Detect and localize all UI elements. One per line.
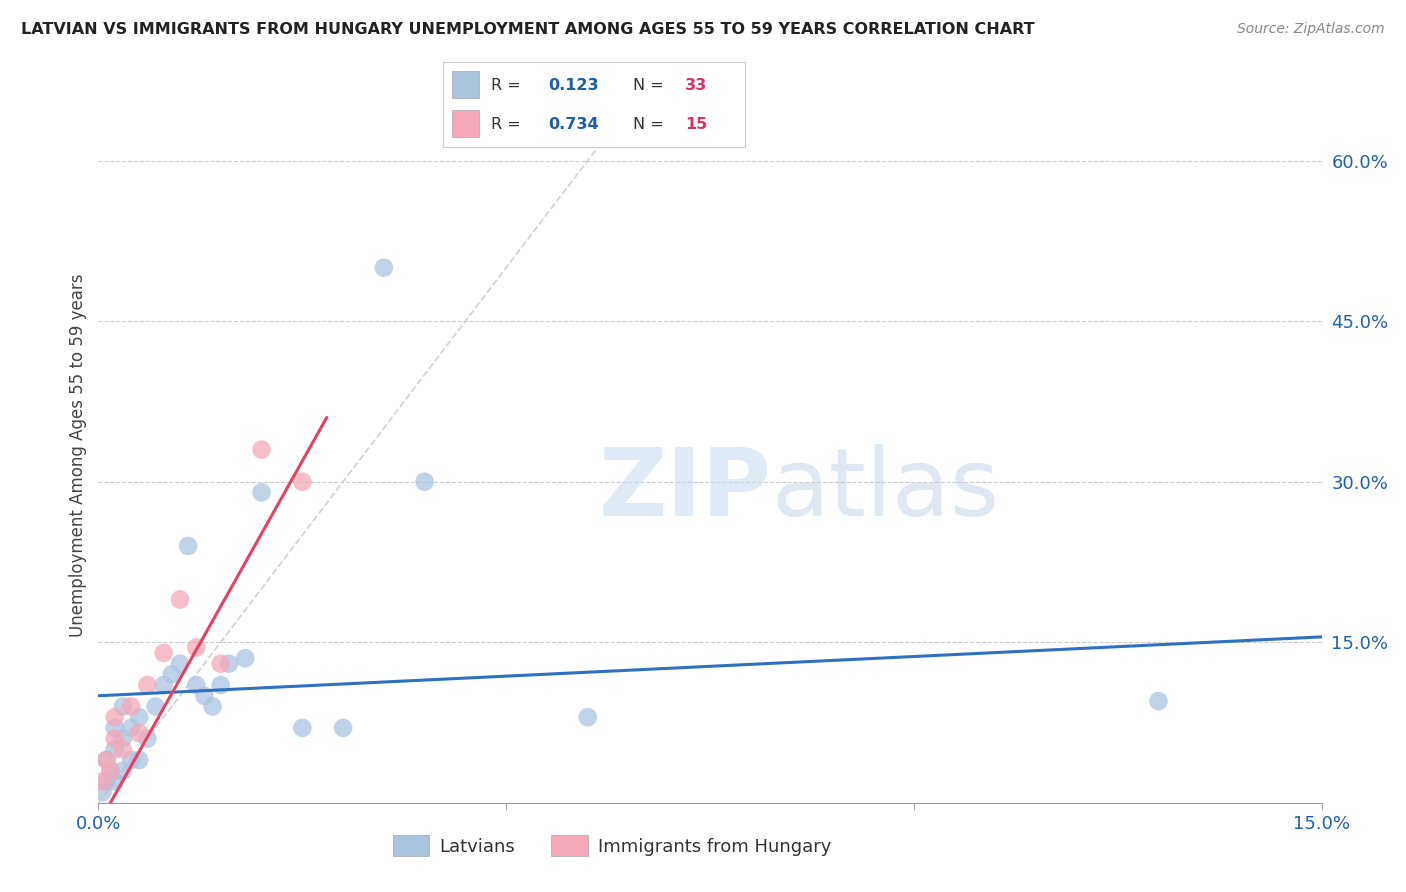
- Point: [104, 742, 127, 756]
- Point: [186, 678, 208, 692]
- Point: [250, 442, 273, 457]
- Point: [96, 753, 118, 767]
- Point: [291, 475, 314, 489]
- Text: Source: ZipAtlas.com: Source: ZipAtlas.com: [1237, 22, 1385, 37]
- Point: [169, 657, 191, 671]
- Point: [111, 731, 134, 746]
- Point: [186, 640, 208, 655]
- Point: [160, 667, 183, 681]
- Point: [1147, 694, 1170, 708]
- Point: [104, 774, 127, 789]
- Text: atlas: atlas: [772, 443, 1000, 536]
- Point: [193, 689, 215, 703]
- Y-axis label: Unemployment Among Ages 55 to 59 years: Unemployment Among Ages 55 to 59 years: [69, 273, 87, 637]
- Point: [104, 731, 127, 746]
- Point: [201, 699, 224, 714]
- Point: [104, 721, 127, 735]
- Point: [120, 753, 142, 767]
- Point: [96, 753, 118, 767]
- Text: 33: 33: [685, 78, 707, 93]
- Point: [169, 592, 191, 607]
- Point: [100, 764, 122, 778]
- Point: [177, 539, 200, 553]
- Point: [233, 651, 256, 665]
- Point: [91, 785, 114, 799]
- Point: [152, 678, 174, 692]
- Text: LATVIAN VS IMMIGRANTS FROM HUNGARY UNEMPLOYMENT AMONG AGES 55 TO 59 YEARS CORREL: LATVIAN VS IMMIGRANTS FROM HUNGARY UNEMP…: [21, 22, 1035, 37]
- Text: N =: N =: [633, 117, 669, 132]
- Point: [209, 657, 232, 671]
- Point: [136, 731, 159, 746]
- Point: [152, 646, 174, 660]
- FancyBboxPatch shape: [451, 110, 479, 137]
- Point: [96, 774, 118, 789]
- Point: [332, 721, 354, 735]
- Point: [373, 260, 395, 275]
- Point: [104, 710, 127, 724]
- Point: [128, 753, 150, 767]
- Point: [250, 485, 273, 500]
- Text: N =: N =: [633, 78, 669, 93]
- Point: [136, 678, 159, 692]
- Point: [218, 657, 240, 671]
- Text: ZIP: ZIP: [599, 443, 772, 536]
- Point: [120, 721, 142, 735]
- Point: [128, 726, 150, 740]
- Point: [291, 721, 314, 735]
- Point: [111, 742, 134, 756]
- FancyBboxPatch shape: [451, 71, 479, 98]
- Point: [209, 678, 232, 692]
- Point: [111, 699, 134, 714]
- Point: [91, 774, 114, 789]
- Point: [413, 475, 436, 489]
- Text: 0.734: 0.734: [548, 117, 599, 132]
- Text: R =: R =: [491, 117, 526, 132]
- Point: [576, 710, 599, 724]
- Legend: Latvians, Immigrants from Hungary: Latvians, Immigrants from Hungary: [385, 828, 839, 863]
- Point: [128, 710, 150, 724]
- Text: R =: R =: [491, 78, 526, 93]
- Point: [145, 699, 167, 714]
- Point: [120, 699, 142, 714]
- Text: 15: 15: [685, 117, 707, 132]
- Point: [111, 764, 134, 778]
- Point: [100, 764, 122, 778]
- Text: 0.123: 0.123: [548, 78, 599, 93]
